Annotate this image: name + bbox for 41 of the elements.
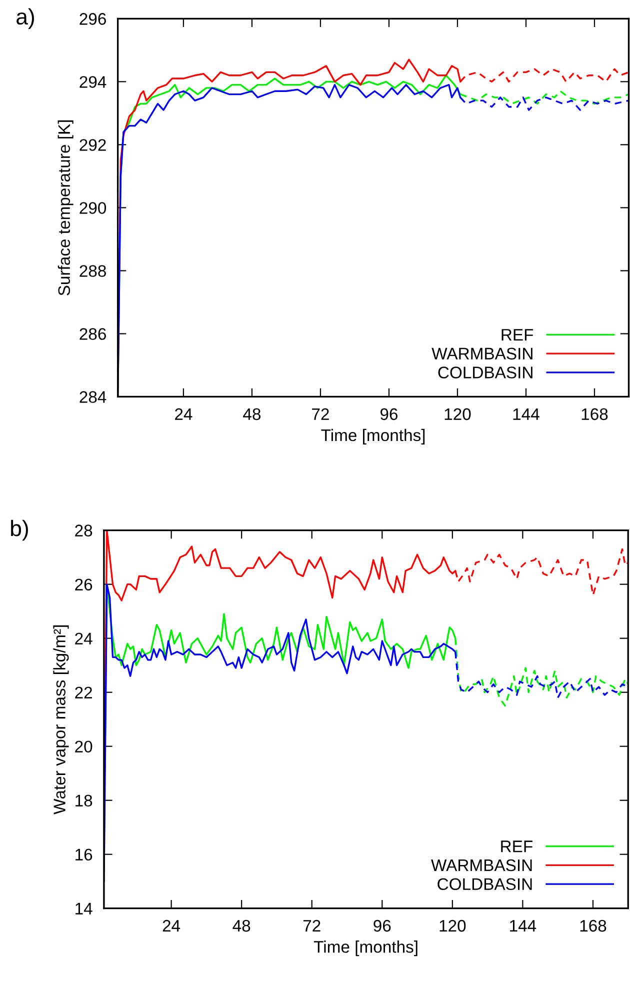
y-tick-label: 16 — [76, 848, 92, 861]
x-tick-label: 168 — [582, 408, 608, 420]
y-tick-label: 284 — [80, 391, 106, 403]
chart-title: b) — [11, 520, 28, 541]
x-tick-label: 72 — [312, 408, 329, 420]
x-tick-label: 24 — [175, 408, 192, 420]
x-tick-label: 96 — [374, 920, 391, 932]
y-tick-label: 14 — [76, 902, 92, 914]
y-tick-label: 28 — [75, 524, 92, 536]
legend-label: REF — [502, 329, 534, 341]
x-axis-title: Time [months] — [314, 940, 418, 956]
y-tick-label: 22 — [75, 686, 92, 698]
x-tick-label: 96 — [380, 408, 398, 420]
y-tick-label: 286 — [80, 328, 106, 340]
legend-label: COLDBASIN — [438, 878, 532, 890]
x-tick-label: 120 — [440, 920, 466, 932]
x-tick-label: 24 — [162, 920, 180, 932]
legend-label: WARMBASIN — [431, 859, 532, 872]
x-tick-label: 144 — [513, 408, 540, 420]
x-tick-label: 48 — [232, 920, 250, 932]
y-axis-title: Water vapor mass [kg/m²] — [53, 625, 69, 814]
x-tick-label: 168 — [580, 920, 606, 932]
y-tick-label: 292 — [80, 139, 106, 151]
x-tick-label: 48 — [243, 408, 261, 420]
legend-label: WARMBASIN — [432, 348, 532, 360]
y-tick-label: 296 — [80, 13, 106, 25]
chart-title: a) — [16, 8, 34, 30]
x-tick-label: 120 — [444, 408, 471, 420]
legend-label: COLDBASIN — [438, 366, 532, 378]
y-tick-label: 26 — [75, 578, 92, 590]
x-tick-label: 72 — [303, 920, 320, 932]
x-tick-label: 144 — [510, 920, 536, 932]
y-tick-label: 18 — [76, 794, 92, 807]
legend-label: REF — [501, 840, 532, 852]
y-tick-label: 288 — [80, 265, 106, 277]
y-tick-label: 294 — [80, 76, 106, 88]
x-axis-title: Time [months] — [321, 428, 425, 444]
y-axis-title: Surface temperature [K] — [58, 120, 74, 296]
y-tick-label: 290 — [80, 202, 106, 214]
y-tick-label: 20 — [75, 740, 92, 753]
y-tick-label: 24 — [75, 632, 92, 644]
